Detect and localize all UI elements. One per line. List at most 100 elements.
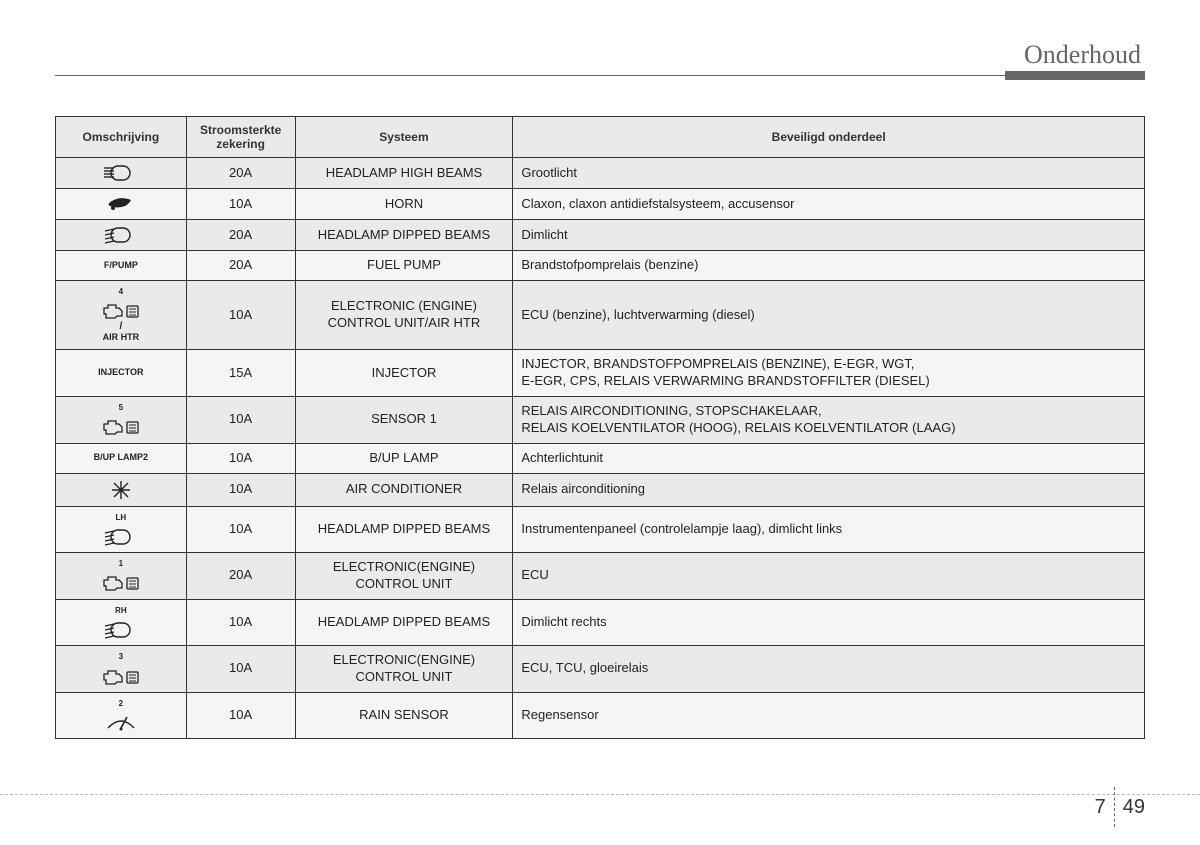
high-beam-icon bbox=[62, 164, 180, 182]
cell-system: RAIN SENSOR bbox=[295, 692, 513, 738]
cell-amperage: 20A bbox=[186, 552, 295, 599]
cell-component: Achterlichtunit bbox=[513, 443, 1145, 473]
header-rule bbox=[55, 75, 1145, 76]
cell-amperage: 10A bbox=[186, 506, 295, 552]
cell-component: ECU (benzine), luchtverwarming (diesel) bbox=[513, 280, 1145, 349]
page-footer: 7 49 bbox=[1095, 787, 1145, 827]
col-header-component: Beveiligd onderdeel bbox=[513, 117, 1145, 158]
cell-component: RELAIS AIRCONDITIONING, STOPSCHAKELAAR,R… bbox=[513, 396, 1145, 443]
cell-system: ELECTRONIC(ENGINE) CONTROL UNIT bbox=[295, 552, 513, 599]
wiper-icon bbox=[62, 714, 180, 732]
cell-component: ECU bbox=[513, 552, 1145, 599]
dipped-beam-icon bbox=[62, 621, 180, 639]
cell-system: ELECTRONIC(ENGINE) CONTROL UNIT bbox=[295, 646, 513, 693]
cell-system: ELECTRONIC (ENGINE) CONTROL UNIT/AIR HTR bbox=[295, 280, 513, 349]
cell-description bbox=[56, 220, 187, 251]
cell-component: Dimlicht rechts bbox=[513, 599, 1145, 645]
cell-description: RH bbox=[56, 599, 187, 645]
cell-amperage: 20A bbox=[186, 158, 295, 189]
cell-description: 4 / AIR HTR bbox=[56, 280, 187, 349]
page-header: Onderhoud bbox=[55, 40, 1145, 76]
desc-text: INJECTOR bbox=[62, 368, 180, 378]
cell-description bbox=[56, 473, 187, 506]
snowflake-icon bbox=[62, 480, 180, 500]
desc-superscript: 3 bbox=[119, 652, 123, 661]
cell-amperage: 10A bbox=[186, 473, 295, 506]
cell-system: HEADLAMP DIPPED BEAMS bbox=[295, 599, 513, 645]
col-header-amperage: Stroomsterkte zekering bbox=[186, 117, 295, 158]
horn-icon bbox=[62, 195, 180, 213]
dipped-beam-icon bbox=[62, 226, 180, 244]
cell-amperage: 10A bbox=[186, 646, 295, 693]
cell-amperage: 10A bbox=[186, 396, 295, 443]
engine-icon bbox=[62, 302, 180, 320]
cell-description: LH bbox=[56, 506, 187, 552]
section-number: 7 bbox=[1095, 796, 1106, 819]
table-row: 2 10ARAIN SENSORRegensensor bbox=[56, 692, 1145, 738]
cell-description: F/PUMP bbox=[56, 251, 187, 281]
cell-description: B/UP LAMP2 bbox=[56, 443, 187, 473]
cell-system: INJECTOR bbox=[295, 350, 513, 397]
perforation-line bbox=[0, 794, 1200, 795]
cell-system: FUEL PUMP bbox=[295, 251, 513, 281]
cell-system: SENSOR 1 bbox=[295, 396, 513, 443]
cell-system: HORN bbox=[295, 189, 513, 220]
page-number: 49 bbox=[1123, 796, 1145, 819]
desc-text: F/PUMP bbox=[62, 261, 180, 271]
cell-description bbox=[56, 158, 187, 189]
desc-superscript: 4 bbox=[119, 287, 123, 296]
cell-system: B/UP LAMP bbox=[295, 443, 513, 473]
engine-icon bbox=[62, 418, 180, 436]
table-row: B/UP LAMP2 10AB/UP LAMPAchterlichtunit bbox=[56, 443, 1145, 473]
table-row: 5 10ASENSOR 1RELAIS AIRCONDITIONING, STOP… bbox=[56, 396, 1145, 443]
cell-description bbox=[56, 189, 187, 220]
cell-component: Brandstofpomprelais (benzine) bbox=[513, 251, 1145, 281]
table-row: 20AHEADLAMP HIGH BEAMSGrootlicht bbox=[56, 158, 1145, 189]
desc-superscript: LH bbox=[116, 513, 127, 522]
table-row: 1 20AELECTRONIC(ENGINE) CONTROL UNITECU bbox=[56, 552, 1145, 599]
cell-amperage: 10A bbox=[186, 599, 295, 645]
cell-component: Instrumentenpaneel (controlelampje laag)… bbox=[513, 506, 1145, 552]
cell-system: HEADLAMP HIGH BEAMS bbox=[295, 158, 513, 189]
desc-superscript: RH bbox=[115, 606, 127, 615]
table-row: LH 10AHEADLAMP DIPPED BEAMSInstrumentenpa… bbox=[56, 506, 1145, 552]
table-row: 4 / AIR HTR10AELECTRONIC (ENGINE) CONTRO… bbox=[56, 280, 1145, 349]
table-row: 10AAIR CONDITIONERRelais airconditioning bbox=[56, 473, 1145, 506]
cell-component: Regensensor bbox=[513, 692, 1145, 738]
cell-component: Dimlicht bbox=[513, 220, 1145, 251]
cell-amperage: 10A bbox=[186, 443, 295, 473]
fuse-table: Omschrijving Stroomsterkte zekering Syst… bbox=[55, 116, 1145, 739]
footer-divider bbox=[1114, 787, 1115, 827]
cell-system: HEADLAMP DIPPED BEAMS bbox=[295, 506, 513, 552]
table-row: F/PUMP 20AFUEL PUMPBrandstofpomprelais (b… bbox=[56, 251, 1145, 281]
cell-amperage: 15A bbox=[186, 350, 295, 397]
cell-system: AIR CONDITIONER bbox=[295, 473, 513, 506]
cell-component: INJECTOR, BRANDSTOFPOMPRELAIS (BENZINE),… bbox=[513, 350, 1145, 397]
cell-description: 3 bbox=[56, 646, 187, 693]
engine-icon bbox=[62, 574, 180, 592]
cell-component: Grootlicht bbox=[513, 158, 1145, 189]
cell-amperage: 20A bbox=[186, 251, 295, 281]
engine-icon bbox=[62, 668, 180, 686]
dipped-beam-icon bbox=[62, 528, 180, 546]
cell-amperage: 10A bbox=[186, 280, 295, 349]
desc-superscript: 2 bbox=[119, 699, 123, 708]
cell-component: ECU, TCU, gloeirelais bbox=[513, 646, 1145, 693]
cell-component: Relais airconditioning bbox=[513, 473, 1145, 506]
table-row: RH 10AHEADLAMP DIPPED BEAMSDimlicht recht… bbox=[56, 599, 1145, 645]
cell-description: 2 bbox=[56, 692, 187, 738]
table-row: 3 10AELECTRONIC(ENGINE) CONTROL UNITECU, … bbox=[56, 646, 1145, 693]
cell-amperage: 10A bbox=[186, 692, 295, 738]
desc-superscript: 1 bbox=[119, 559, 123, 568]
desc-superscript: 5 bbox=[119, 403, 123, 412]
table-row: 20AHEADLAMP DIPPED BEAMSDimlicht bbox=[56, 220, 1145, 251]
cell-description: 1 bbox=[56, 552, 187, 599]
cell-description: 5 bbox=[56, 396, 187, 443]
cell-amperage: 20A bbox=[186, 220, 295, 251]
desc-text: AIR HTR bbox=[62, 333, 180, 343]
desc-text: B/UP LAMP2 bbox=[62, 453, 180, 463]
cell-system: HEADLAMP DIPPED BEAMS bbox=[295, 220, 513, 251]
section-title: Onderhoud bbox=[1024, 40, 1145, 69]
table-row: INJECTOR15AINJECTORINJECTOR, BRANDSTOFPO… bbox=[56, 350, 1145, 397]
cell-description: INJECTOR bbox=[56, 350, 187, 397]
